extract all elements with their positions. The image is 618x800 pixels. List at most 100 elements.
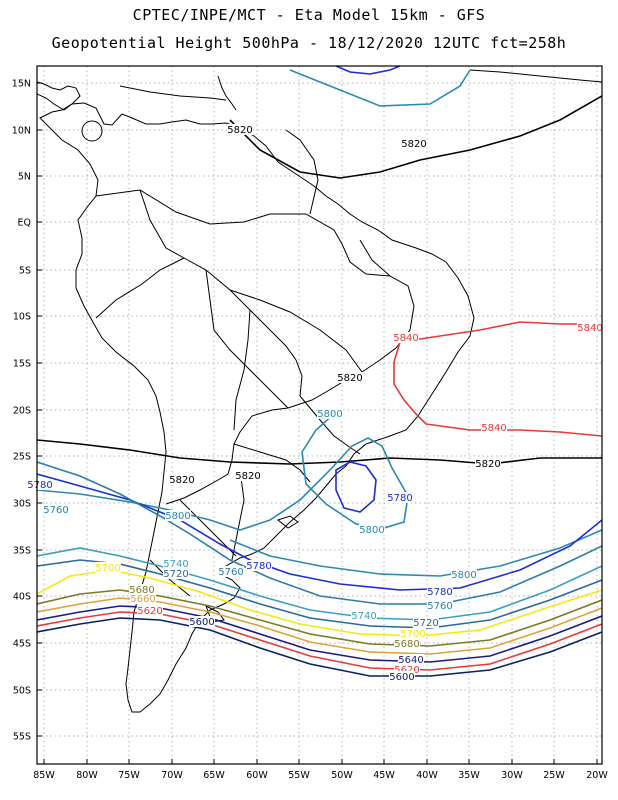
lat-label: 35S — [13, 546, 31, 557]
country-borders — [95, 189, 415, 505]
caribbean-island — [81, 120, 103, 142]
lon-label: 60W — [246, 770, 268, 781]
lat-label: 25S — [13, 452, 31, 463]
contour-label: 5840 — [577, 323, 602, 334]
map-title: CPTEC/INPE/MCT - Eta Model 15km - GFS — [132, 6, 486, 24]
contour-label-bg — [95, 562, 121, 573]
falklands — [276, 515, 299, 529]
contour-label-bg — [451, 569, 477, 580]
contour-lines — [37, 66, 602, 677]
contour-5800-upper — [289, 69, 471, 107]
latitude-labels: 15N 10N 5N EQ 5S 10S 15S 20S 25S 30S 35S 40S 45S 50S 5… — [12, 79, 42, 743]
contour-label: 5740 — [351, 611, 376, 622]
contour-label-bg — [398, 654, 424, 665]
central-america — [37, 81, 81, 111]
longitude-labels: 85W 80W 75W 70W 65W 60W 55W 50W 45W 40W 35W 30W 25W 2… — [33, 759, 608, 781]
contour-label-bg — [481, 422, 507, 433]
contour-label-bg — [129, 584, 155, 595]
lesser-antilles — [217, 75, 237, 111]
lat-label: EQ — [18, 218, 31, 229]
contour-label: 5820 — [475, 459, 500, 470]
lat-label: 50S — [13, 686, 31, 697]
contour-label: 5700 — [400, 629, 425, 640]
contour-labels: 5820 5820 5820 5820 5820 5820 5840 5840 5840 5800… — [27, 124, 603, 683]
contour-label-bg — [393, 332, 419, 343]
contour-label-bg — [169, 474, 195, 485]
contour-label: 5620 — [394, 665, 419, 676]
contour-label: 5780 — [387, 493, 412, 504]
lat-label: 40S — [13, 592, 31, 603]
lat-label: 45S — [13, 639, 31, 650]
contour-5740 — [37, 547, 602, 621]
contour-label: 5620 — [137, 606, 162, 617]
contour-label: 5720 — [413, 618, 438, 629]
lon-label: 40W — [416, 770, 438, 781]
contour-label-bg — [475, 458, 501, 469]
lon-label: 50W — [331, 770, 353, 781]
lon-label: 75W — [118, 770, 140, 781]
lon-label: 65W — [203, 770, 225, 781]
lon-label: 25W — [543, 770, 565, 781]
lon-label: 30W — [501, 770, 523, 781]
contour-label: 5760 — [43, 505, 68, 516]
contour-label: 5700 — [95, 563, 120, 574]
contour-label-bg — [577, 322, 603, 333]
contour-label: 5600 — [389, 672, 414, 683]
contour-5760 — [37, 461, 602, 605]
contour-label: 5800 — [317, 409, 342, 420]
contour-label: 5720 — [163, 569, 188, 580]
contour-label-bg — [359, 524, 385, 535]
contour-label-bg — [394, 664, 420, 675]
contour-label-bg — [389, 671, 415, 682]
contour-label-bg — [246, 560, 272, 571]
contour-label: 5800 — [451, 570, 476, 581]
lat-label: 5S — [19, 266, 31, 277]
south-america-coastline — [39, 102, 475, 713]
contour-label: 5640 — [398, 655, 423, 666]
contour-label-bg — [337, 372, 363, 383]
lat-label: 10N — [12, 126, 31, 137]
contour-label: 5800 — [359, 525, 384, 536]
lon-label: 55W — [288, 770, 310, 781]
contour-label: 5780 — [27, 480, 52, 491]
lon-label: 70W — [161, 770, 183, 781]
contour-label-bg — [189, 616, 215, 627]
africa-coast — [469, 69, 602, 83]
contour-label: 5740 — [163, 559, 188, 570]
contour-label-bg — [227, 124, 253, 135]
contour-5820-south — [37, 439, 602, 465]
contour-label: 5760 — [218, 567, 243, 578]
coastlines-and-borders — [37, 69, 602, 713]
contour-label: 5820 — [401, 139, 426, 150]
contour-5800-lower — [37, 413, 409, 531]
lon-label: 80W — [76, 770, 98, 781]
lat-label: 10S — [13, 312, 31, 323]
contour-5780-cutoff — [335, 461, 377, 513]
contour-label-bg — [317, 408, 343, 419]
contour-label: 5820 — [227, 125, 252, 136]
contour-5800-band — [229, 529, 602, 577]
contour-label: 5680 — [394, 639, 419, 650]
contour-5620 — [37, 611, 602, 671]
lon-label: 20W — [586, 770, 608, 781]
contour-5600 — [37, 617, 602, 677]
lat-label: 15N — [12, 79, 31, 90]
lon-label: 45W — [373, 770, 395, 781]
map-frame — [36, 65, 603, 765]
lat-label: 20S — [13, 406, 31, 417]
contour-label: 5780 — [427, 587, 452, 598]
contour-label-bg — [43, 504, 69, 515]
contour-label-bg — [427, 586, 453, 597]
lat-label: 15S — [13, 359, 31, 370]
contour-label-bg — [413, 617, 439, 628]
contour-5780-upper — [335, 66, 401, 75]
contour-label-bg — [427, 600, 453, 611]
lon-label: 85W — [33, 770, 55, 781]
contour-5820-north — [229, 95, 602, 179]
contour-label-bg — [394, 638, 420, 649]
lat-label: 5N — [18, 172, 31, 183]
contour-label-bg — [27, 479, 53, 490]
contour-label-bg — [218, 566, 244, 577]
contour-label: 5820 — [169, 475, 194, 486]
